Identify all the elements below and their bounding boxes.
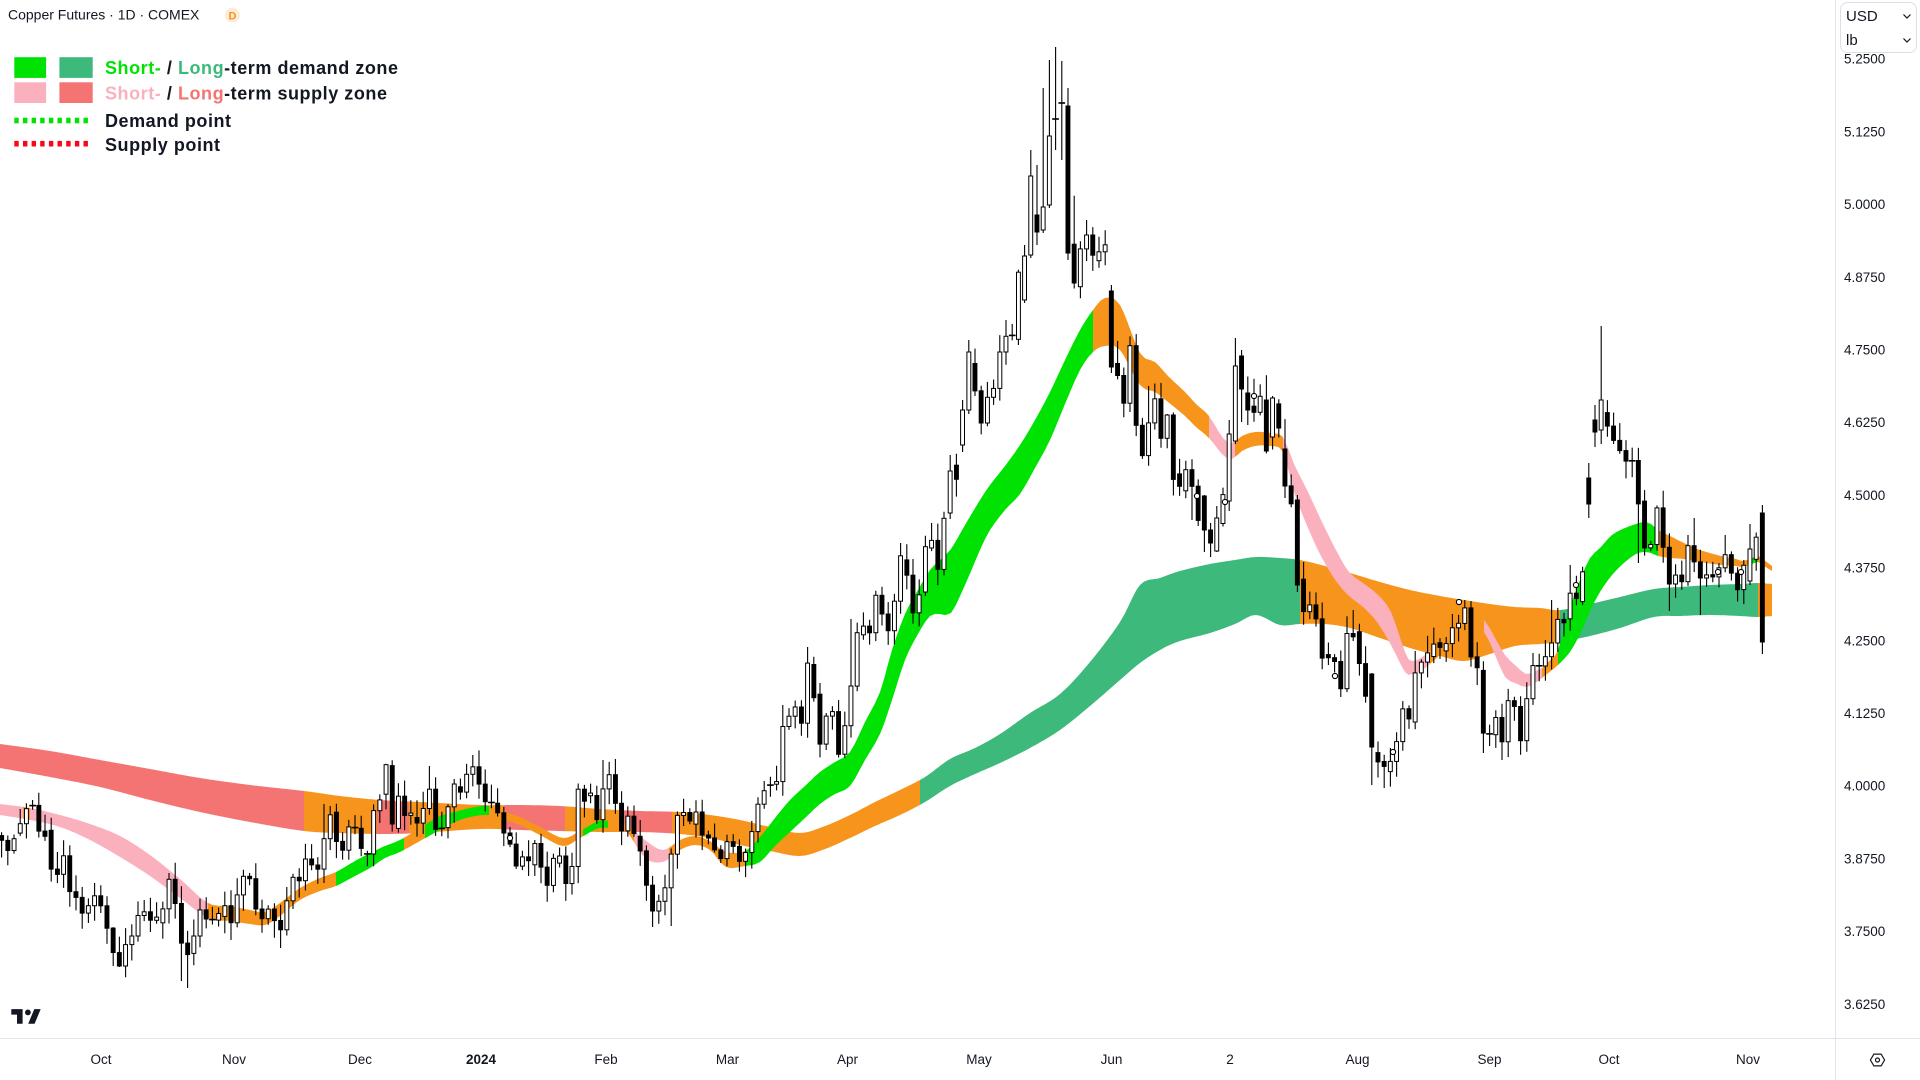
svg-text:Dec: Dec <box>348 1052 372 1067</box>
svg-text:3.6250: 3.6250 <box>1844 997 1885 1012</box>
svg-text:4.6250: 4.6250 <box>1844 415 1885 430</box>
svg-text:Short- / Long-term supply zone: Short- / Long-term supply zone <box>105 84 388 104</box>
svg-text:4.7500: 4.7500 <box>1844 343 1885 358</box>
svg-text:Jun: Jun <box>1101 1052 1123 1067</box>
svg-text:Supply point: Supply point <box>105 135 221 155</box>
svg-text:Short- / Long-term demand zone: Short- / Long-term demand zone <box>105 58 399 78</box>
svg-text:5.1250: 5.1250 <box>1844 124 1885 139</box>
svg-text:Copper Futures · 1D · COMEX: Copper Futures · 1D · COMEX <box>8 7 200 23</box>
svg-text:Nov: Nov <box>222 1052 246 1067</box>
svg-text:4.1250: 4.1250 <box>1844 706 1885 721</box>
svg-text:4.3750: 4.3750 <box>1844 561 1885 576</box>
svg-text:4.0000: 4.0000 <box>1844 779 1885 794</box>
svg-text:Sep: Sep <box>1477 1052 1501 1067</box>
svg-text:4.8750: 4.8750 <box>1844 270 1885 285</box>
svg-text:USD: USD <box>1846 8 1878 25</box>
svg-text:Mar: Mar <box>716 1052 740 1067</box>
svg-text:3.8750: 3.8750 <box>1844 851 1885 866</box>
svg-text:4.2500: 4.2500 <box>1844 633 1885 648</box>
svg-text:Aug: Aug <box>1345 1052 1369 1067</box>
svg-text:4.5000: 4.5000 <box>1844 488 1885 503</box>
svg-text:Oct: Oct <box>1598 1052 1619 1067</box>
svg-text:3.7500: 3.7500 <box>1844 924 1885 939</box>
svg-text:lb: lb <box>1846 32 1858 49</box>
svg-text:Feb: Feb <box>594 1052 617 1067</box>
svg-text:2: 2 <box>1226 1052 1234 1067</box>
svg-text:5.2500: 5.2500 <box>1844 52 1885 67</box>
svg-text:Oct: Oct <box>90 1052 111 1067</box>
svg-text:Demand point: Demand point <box>105 111 232 131</box>
svg-text:D: D <box>229 11 237 23</box>
svg-text:Nov: Nov <box>1736 1052 1760 1067</box>
svg-text:Apr: Apr <box>837 1052 859 1067</box>
svg-text:May: May <box>966 1052 992 1067</box>
svg-text:5.0000: 5.0000 <box>1844 197 1885 212</box>
svg-text:2024: 2024 <box>466 1052 497 1067</box>
